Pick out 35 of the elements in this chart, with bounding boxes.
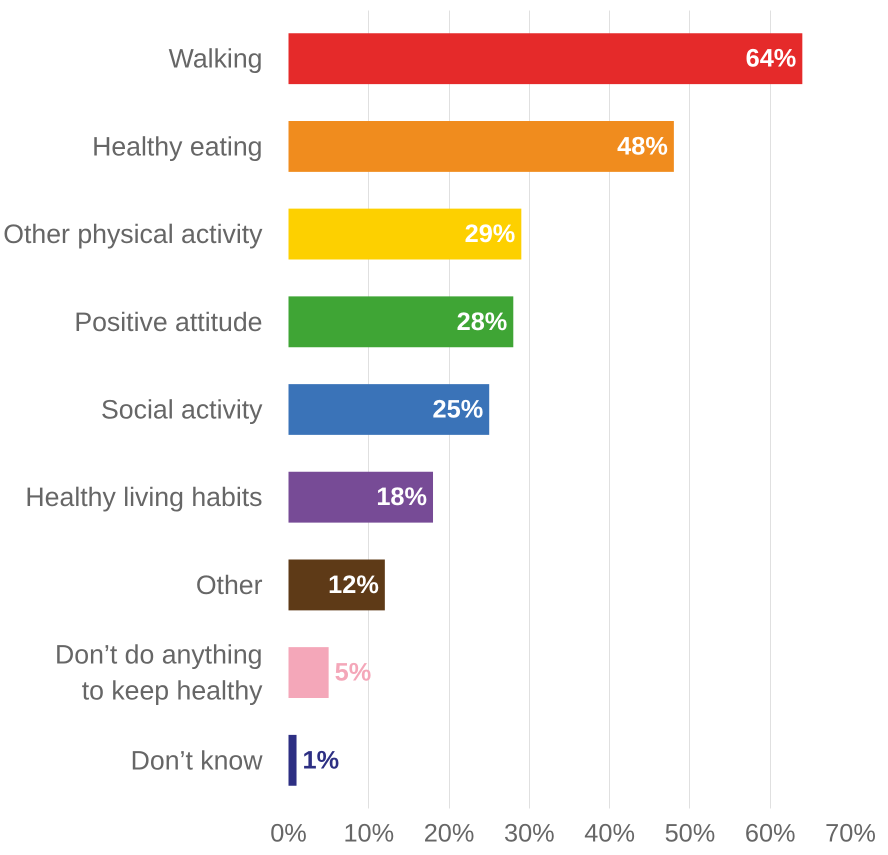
bar (288, 120, 674, 172)
data-label: 1% (302, 746, 340, 774)
data-label: 28% (456, 308, 508, 336)
data-label: 5% (334, 658, 372, 687)
x-tick-label: 60% (744, 820, 796, 848)
y-tick-label: Walking (168, 44, 263, 74)
data-label: 64% (746, 44, 796, 73)
data-label: 29% (464, 220, 516, 248)
bar (288, 208, 522, 260)
y-tick-label: Healthy living habits (25, 482, 263, 512)
y-tick-label: Don’t do anything to keep healthy (55, 640, 264, 706)
bar (288, 472, 434, 523)
bar (288, 33, 802, 84)
y-tick-label: Positive attitude (74, 306, 263, 337)
data-label: 12% (328, 570, 379, 599)
data-label: 18% (376, 483, 428, 512)
bar (288, 296, 514, 348)
bar (288, 559, 385, 610)
y-tick-label: Healthy eating (92, 131, 263, 162)
x-tick-label: 30% (504, 820, 555, 848)
y-tick-label: Other (196, 570, 263, 600)
data-label: 48% (617, 132, 668, 160)
bar (288, 384, 490, 435)
x-tick-label: 0% (270, 820, 307, 848)
x-tick-label: 70% (825, 820, 876, 848)
x-tick-label: 10% (343, 820, 394, 848)
data-label: 25% (432, 396, 484, 424)
y-tick-label: Other physical activity (3, 219, 264, 250)
y-tick-label: Don’t know (130, 745, 264, 776)
x-tick-label: 40% (584, 820, 635, 848)
bar (288, 734, 297, 786)
x-tick-label: 50% (664, 820, 716, 848)
y-tick-label: Social activity (101, 394, 264, 424)
x-tick-label: 20% (424, 820, 474, 848)
bar (288, 647, 329, 698)
